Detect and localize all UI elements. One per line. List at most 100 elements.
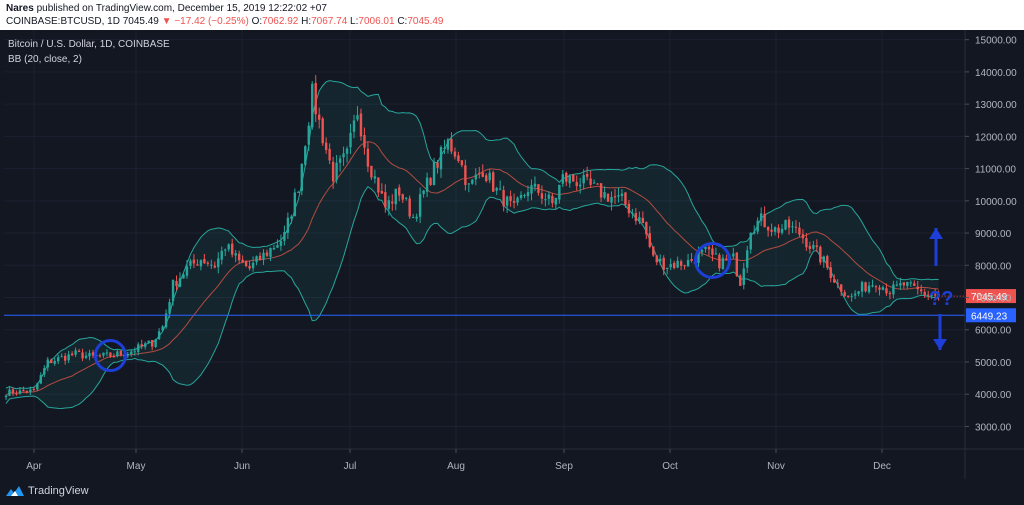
candle-body [394, 188, 397, 205]
candle-body [182, 274, 185, 279]
candle-body [25, 390, 29, 393]
candle-body [478, 172, 481, 174]
candle-body [199, 260, 203, 267]
candle-body [206, 262, 210, 264]
candle-body [930, 294, 933, 296]
candle-body [363, 135, 366, 148]
candle-body [411, 217, 415, 219]
candle-body [387, 200, 390, 209]
candle-body [471, 179, 474, 184]
candle-body [418, 194, 422, 217]
candle-body [241, 259, 244, 263]
candle-body [812, 244, 815, 249]
band-upper-line [5, 80, 939, 390]
candle-body [530, 185, 533, 194]
candle-body [516, 197, 519, 203]
candle-body [867, 285, 871, 293]
candle-body [864, 282, 867, 292]
candle-body [913, 283, 916, 286]
candle-body [512, 201, 516, 203]
candle-body [67, 354, 70, 361]
candle-body [203, 258, 206, 264]
candle-body [540, 193, 544, 199]
footer: TradingView [0, 479, 1024, 505]
candle-body [331, 161, 335, 182]
band-lower-line [5, 186, 939, 410]
candle-body [154, 339, 157, 347]
candle-body [697, 252, 700, 263]
candle-body [161, 326, 164, 331]
candle-body [342, 153, 345, 158]
candle-body [749, 232, 752, 250]
candle-body [227, 244, 230, 250]
candle-body [293, 192, 297, 217]
candle-body [780, 228, 784, 233]
candle-body [662, 257, 665, 270]
candle-body [523, 194, 526, 196]
candle-body [833, 278, 836, 283]
legend-indicator[interactable]: BB (20, close, 2) [8, 54, 82, 65]
close-label: C: [397, 16, 408, 27]
y-tick-label: 10000.00 [975, 197, 1017, 208]
candle-body [352, 120, 356, 132]
candle-body [345, 148, 349, 154]
candle-body [679, 261, 683, 266]
candle-body [610, 196, 613, 203]
candle-body [627, 203, 631, 214]
candle-body [415, 216, 418, 219]
current-price-tag [966, 289, 1016, 304]
candle-body [638, 217, 641, 222]
candle-body [700, 249, 704, 253]
candle-body [32, 388, 36, 390]
candle-body [405, 197, 408, 199]
candle-body [324, 142, 328, 151]
open-label: O: [251, 16, 263, 27]
candle-body [498, 188, 502, 190]
level-price-label: 6449.23 [971, 311, 1008, 322]
candle-body [784, 220, 787, 230]
axes: 3000.00 4000.00 5000.00 6000.00 7000.00 8000.… [0, 30, 1024, 479]
candle-body [659, 258, 662, 262]
candle-body [429, 178, 432, 185]
candle-body [892, 284, 895, 295]
candle-body [130, 351, 133, 355]
candle-body [133, 351, 136, 353]
candle-body [603, 191, 606, 198]
candle-body [787, 219, 791, 228]
candle-body [850, 295, 853, 297]
candle-body [157, 331, 161, 340]
tradingview-logo[interactable]: TradingView [6, 485, 89, 497]
candle-body [773, 227, 777, 232]
candle-body [251, 262, 255, 269]
candle-body [721, 257, 725, 269]
tradingview-icon [6, 486, 24, 496]
candle-body [450, 138, 453, 152]
bollinger-band [5, 80, 939, 410]
candle-body [300, 163, 303, 191]
candle-body [652, 246, 655, 256]
symbol-label: COINBASE:BTCUSD, 1D [6, 16, 120, 27]
candle-body [175, 280, 178, 286]
candle-body [356, 115, 359, 120]
candle-body [505, 196, 509, 206]
candle-body [690, 259, 693, 262]
candle-body [488, 172, 491, 181]
candle-body [711, 248, 714, 255]
candle-body [213, 265, 216, 268]
legend-title[interactable]: Bitcoin / U.S. Dollar, 1D, COINBASE [8, 39, 170, 50]
support-level[interactable]: 6449.23 [4, 308, 1016, 323]
candle-body [666, 267, 669, 270]
candle-body [669, 264, 672, 268]
candle-body [425, 177, 429, 192]
candle-body [645, 221, 648, 235]
x-tick-label: Jun [234, 461, 250, 472]
candle-body [436, 162, 439, 168]
change-arrow-icon: ▼ [161, 16, 172, 27]
candle-body [805, 238, 808, 248]
candle-body [150, 340, 154, 347]
candle-body [391, 201, 394, 204]
author-name[interactable]: Nares [6, 3, 34, 14]
candle-body [568, 175, 571, 184]
price-chart[interactable]: 6449.23 7045.49?? 3000.00 4000.00 5000.00 6… [0, 30, 1024, 479]
candle-body [460, 160, 464, 166]
